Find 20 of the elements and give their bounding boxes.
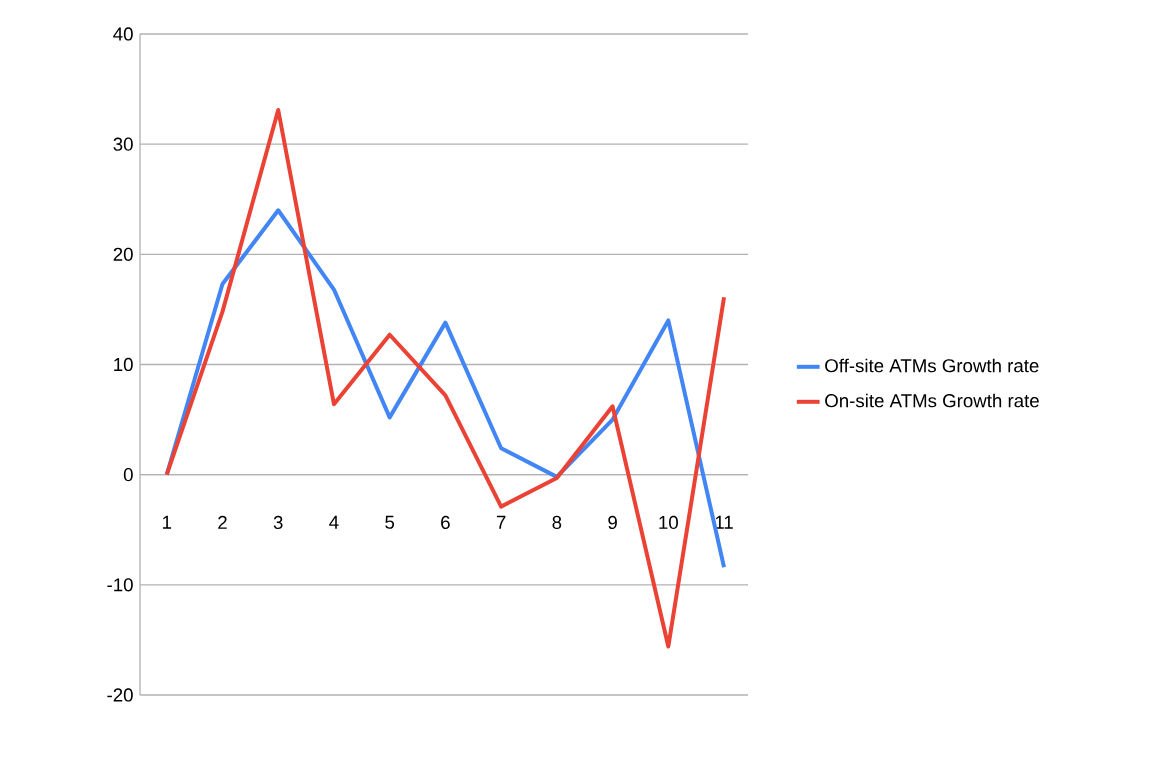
x-tick-label: 8: [552, 515, 562, 530]
y-tick-label: 0: [123, 468, 133, 482]
y-tick-label: 20: [113, 247, 133, 261]
y-tick-label: 30: [113, 137, 133, 151]
x-tick-label: 5: [385, 515, 395, 529]
x-tick-label: 6: [441, 515, 450, 530]
x-tick-label: 1: [162, 515, 172, 529]
legend-label: Off-site ATMs Growth rate: [825, 358, 1039, 373]
legend-label: On-site ATMs Growth rate: [825, 393, 1039, 408]
x-tick-label: 4: [329, 515, 339, 529]
x-tick-label: 2: [218, 515, 227, 529]
x-tick-label: 11: [715, 515, 733, 529]
y-tick-label: 40: [113, 27, 133, 41]
x-tick-label: 9: [608, 515, 617, 530]
y-tick-label: 10: [114, 357, 133, 372]
y-tick-label: -20: [107, 688, 133, 702]
x-tick-label: 7: [496, 515, 506, 529]
x-tick-label: 10: [659, 515, 678, 530]
x-tick-label: 3: [273, 515, 283, 530]
y-tick-label: -10: [107, 578, 133, 592]
